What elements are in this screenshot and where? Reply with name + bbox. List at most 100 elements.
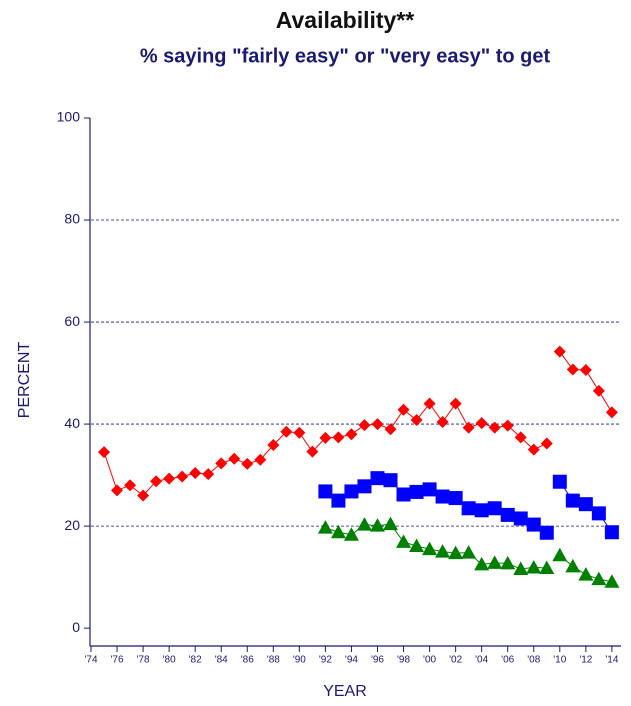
- x-tick-label: '04: [475, 655, 488, 666]
- diamond-marker: [592, 384, 605, 397]
- square-marker: [578, 497, 593, 512]
- x-tick-label: '74: [84, 655, 97, 666]
- diamond-marker: [137, 489, 150, 502]
- square-marker: [435, 489, 450, 504]
- triangle-marker: [383, 516, 399, 531]
- y-tick-label: 100: [57, 109, 81, 125]
- square-marker: [409, 484, 424, 499]
- y-tick-label: 60: [64, 313, 80, 329]
- square-marker: [448, 491, 463, 506]
- square-marker: [604, 525, 619, 540]
- x-tick-label: '10: [553, 655, 566, 666]
- x-tick-label: '84: [215, 655, 228, 666]
- diamond-marker: [202, 468, 215, 481]
- x-tick-label: '06: [501, 655, 514, 666]
- triangle-marker: [513, 561, 529, 575]
- triangle-marker: [461, 545, 477, 559]
- triangle-marker: [578, 567, 594, 581]
- square-marker: [487, 501, 502, 516]
- diamond-marker: [410, 414, 423, 427]
- x-tick-label: '08: [527, 655, 540, 666]
- y-axis-label: PERCENT: [16, 342, 33, 419]
- diamond-marker: [579, 364, 592, 377]
- x-tick-label: '14: [605, 655, 618, 666]
- diamond-marker: [150, 475, 163, 488]
- diamond-marker: [215, 457, 228, 470]
- square-marker: [370, 471, 385, 486]
- square-marker: [552, 474, 567, 489]
- diamond-marker: [98, 446, 111, 459]
- triangle-marker: [487, 555, 503, 569]
- triangle-marker: [343, 527, 359, 541]
- diamond-marker: [358, 419, 371, 432]
- diamond-marker: [423, 397, 436, 410]
- diamond-marker: [605, 406, 618, 419]
- diamond-marker: [566, 363, 579, 376]
- triangle-marker: [396, 534, 412, 548]
- chart-title: Availability**: [276, 7, 415, 33]
- diamond-marker: [449, 397, 462, 410]
- x-tick-label: '86: [241, 655, 254, 666]
- square-marker: [565, 493, 580, 508]
- square-marker: [539, 525, 554, 540]
- diamond-marker: [488, 421, 501, 434]
- diamond-marker: [319, 431, 332, 444]
- x-tick-label: '90: [293, 655, 306, 666]
- triangle-marker: [565, 558, 581, 573]
- square-marker: [461, 501, 476, 516]
- x-tick-label: '88: [267, 655, 280, 666]
- triangle-marker: [604, 574, 620, 588]
- square-marker: [344, 484, 359, 499]
- x-axis-label: YEAR: [323, 683, 367, 700]
- x-tick-label: '00: [423, 655, 436, 666]
- diamond-marker: [527, 443, 540, 456]
- y-tick-label: 0: [72, 619, 80, 635]
- diamond-marker: [124, 479, 137, 492]
- x-tick-label: '76: [111, 655, 124, 666]
- square-marker: [331, 493, 346, 508]
- triangle-marker: [448, 545, 464, 560]
- x-tick-label: '80: [163, 655, 176, 666]
- diamond-marker: [501, 419, 514, 432]
- diamond-marker: [280, 425, 293, 438]
- diamond-marker: [241, 457, 254, 470]
- diamond-marker: [345, 428, 358, 441]
- diamond-marker: [267, 439, 280, 452]
- x-tick-label: '12: [579, 655, 592, 666]
- triangle-marker: [435, 544, 451, 558]
- square-marker: [474, 503, 489, 518]
- diamond-marker: [176, 470, 189, 483]
- triangle-marker: [369, 518, 385, 532]
- diamond-marker: [553, 345, 566, 358]
- square-marker: [526, 517, 541, 532]
- square-marker: [383, 473, 398, 488]
- square-marker: [318, 484, 333, 499]
- series-line: [559, 351, 613, 413]
- diamond-marker: [514, 431, 527, 444]
- triangle-marker: [526, 559, 542, 574]
- x-tick-label: '02: [449, 655, 462, 666]
- x-tick-label: '78: [137, 655, 150, 666]
- triangle-marker: [500, 555, 516, 570]
- diamond-marker: [462, 421, 475, 434]
- triangle-marker: [422, 541, 438, 556]
- diamond-marker: [436, 416, 449, 429]
- diamond-marker: [397, 403, 410, 416]
- square-marker: [396, 487, 411, 502]
- x-tick-label: '98: [397, 655, 410, 666]
- x-tick-label: '96: [371, 655, 384, 666]
- triangle-marker: [474, 556, 490, 571]
- triangle-marker: [539, 560, 555, 574]
- y-tick-label: 80: [64, 211, 80, 227]
- chart-subtitle: % saying "fairly easy" or "very easy" to…: [140, 45, 551, 67]
- triangle-marker: [317, 520, 333, 534]
- diamond-marker: [293, 426, 306, 439]
- diamond-marker: [332, 431, 345, 444]
- square-marker: [591, 506, 606, 521]
- x-tick-label: '92: [319, 655, 332, 666]
- diamond-marker: [111, 484, 124, 497]
- square-marker: [513, 511, 528, 526]
- triangle-marker: [409, 538, 425, 553]
- diamond-marker: [189, 467, 202, 480]
